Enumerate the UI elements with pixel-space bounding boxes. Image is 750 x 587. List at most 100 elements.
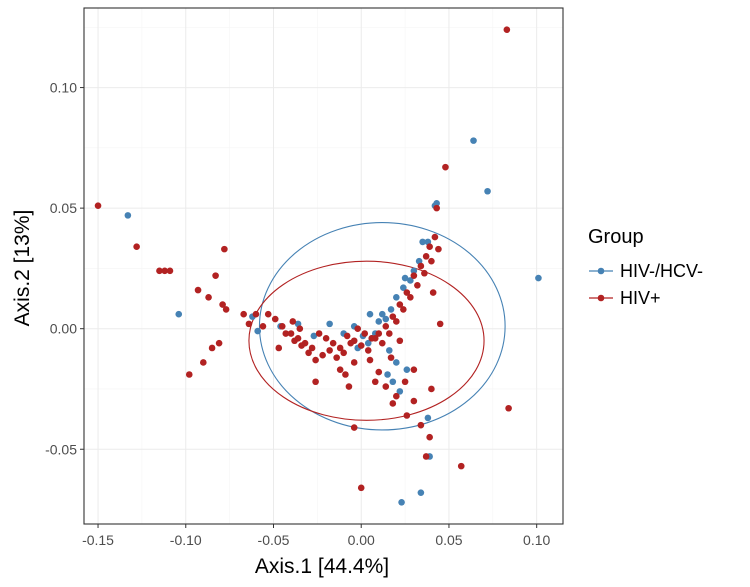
- y-tick-label: 0.00: [50, 321, 77, 337]
- point-hiv: [393, 318, 400, 325]
- point-hiv: [364, 347, 372, 354]
- point-hiv: [410, 272, 418, 279]
- point-hiv: [361, 330, 369, 337]
- point-hiv: [212, 272, 219, 279]
- legend-title: Group: [588, 226, 644, 248]
- plot-border: [83, 7, 564, 525]
- point-hiv-hcv: [398, 498, 405, 506]
- point-hiv-hcv: [410, 267, 418, 275]
- point-hiv: [385, 330, 393, 337]
- point-hiv: [336, 366, 344, 373]
- point-hiv: [417, 262, 425, 270]
- point-hiv-hcv: [393, 359, 400, 366]
- point-hiv: [240, 310, 247, 318]
- point-hiv: [389, 400, 397, 407]
- point-hiv: [221, 245, 228, 253]
- point-hiv: [259, 322, 267, 330]
- point-hiv: [156, 267, 163, 275]
- y-axis-title: Axis.2 [13%]: [11, 210, 34, 327]
- point-hiv-hcv: [378, 310, 386, 318]
- point-hiv: [378, 339, 386, 347]
- legend-label: HIV-/HCV-: [620, 261, 703, 281]
- point-hiv: [350, 424, 358, 431]
- confidence-ellipses: [248, 222, 506, 431]
- point-hiv-hcv: [403, 366, 411, 373]
- point-hiv-hcv: [124, 212, 132, 219]
- point-hiv: [343, 332, 351, 340]
- point-hiv: [205, 294, 212, 301]
- point-hiv: [222, 306, 230, 313]
- point-hiv: [219, 301, 226, 308]
- point-hiv: [442, 163, 449, 171]
- point-hiv: [312, 356, 319, 364]
- point-hiv: [275, 344, 283, 352]
- point-hiv-hcv: [393, 294, 400, 301]
- point-hiv: [410, 397, 418, 405]
- x-tick-label: 0.05: [435, 532, 462, 548]
- point-hiv: [382, 383, 390, 390]
- point-hiv: [357, 484, 365, 492]
- point-hiv: [133, 243, 140, 251]
- point-hiv-hcv: [364, 339, 372, 347]
- point-hiv: [428, 257, 435, 265]
- x-axis-title: Axis.1 [44.4%]: [255, 555, 389, 578]
- point-hiv: [400, 306, 407, 313]
- point-hiv: [166, 267, 174, 275]
- point-hiv: [161, 267, 169, 275]
- point-hiv: [422, 253, 430, 260]
- point-hiv: [435, 245, 442, 253]
- legend-key-point: [597, 267, 605, 275]
- point-hiv: [410, 366, 418, 373]
- point-hiv: [305, 349, 312, 357]
- point-hiv-hcv: [310, 332, 318, 340]
- legend-label: HIV+: [620, 288, 661, 308]
- point-hiv: [94, 202, 102, 210]
- point-hiv: [289, 318, 297, 325]
- point-hiv: [389, 313, 397, 320]
- point-hiv-hcv: [396, 388, 404, 395]
- point-hiv: [296, 325, 304, 332]
- point-hiv: [264, 310, 272, 318]
- point-hiv: [403, 412, 411, 419]
- point-hiv: [245, 320, 253, 328]
- y-tick-label: 0.05: [50, 200, 77, 216]
- x-tick-label: -0.10: [170, 532, 202, 548]
- point-hiv: [319, 351, 326, 359]
- point-hiv: [503, 26, 511, 34]
- point-hiv: [436, 320, 444, 328]
- y-tick-label: 0.10: [50, 80, 77, 96]
- y-tick-label: -0.05: [45, 441, 77, 457]
- point-hiv: [422, 453, 430, 460]
- point-hiv: [368, 335, 376, 342]
- x-axis-ticks: -0.15 -0.10 -0.05 0.00 0.05 0.10: [82, 524, 551, 548]
- point-hiv: [271, 315, 279, 323]
- point-hiv-hcv: [385, 347, 393, 354]
- point-hiv: [375, 330, 383, 337]
- point-hiv: [357, 342, 365, 349]
- point-hiv: [396, 337, 404, 345]
- ellipse-hiv-: [248, 260, 485, 421]
- point-hiv-hcv: [417, 489, 425, 496]
- legend-key-point: [597, 294, 605, 302]
- point-hiv-hcv: [326, 320, 333, 328]
- legend: Group HIV-/HCV- HIV+: [588, 226, 703, 308]
- point-hiv: [215, 339, 223, 347]
- point-hiv: [407, 294, 414, 301]
- point-hiv: [278, 322, 286, 330]
- point-hiv: [336, 344, 344, 352]
- point-hiv: [291, 337, 298, 345]
- y-axis-ticks: -0.05 0.00 0.05 0.10: [45, 80, 84, 457]
- point-hiv: [312, 378, 319, 386]
- point-hiv-hcv: [535, 274, 542, 282]
- point-hiv: [414, 281, 421, 289]
- point-hiv-hcv: [484, 187, 491, 195]
- point-hiv: [329, 339, 337, 347]
- point-hiv: [308, 344, 316, 352]
- panel-background: [84, 8, 563, 524]
- point-hiv: [366, 356, 374, 364]
- point-hiv-hcv: [470, 137, 477, 144]
- plot-panel: [84, 8, 563, 524]
- ellipse-hiv-hcv-: [258, 222, 506, 431]
- point-hiv-hcv: [419, 238, 426, 246]
- point-hiv-hcv: [400, 284, 407, 292]
